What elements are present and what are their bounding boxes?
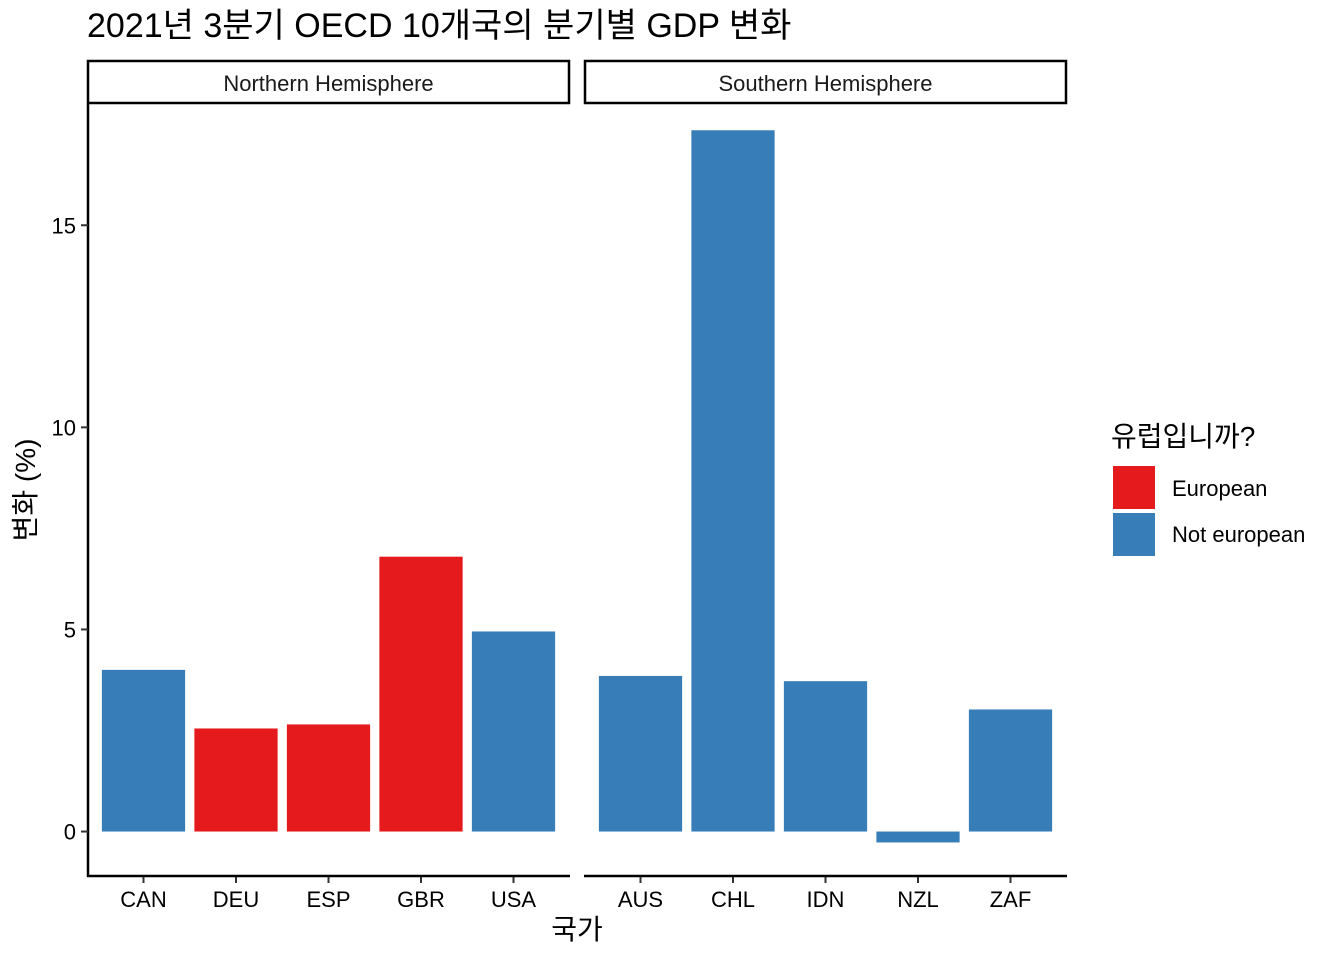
y-tick-label: 10	[52, 415, 76, 440]
legend-label-not-european: Not european	[1172, 522, 1305, 547]
legend-key-european	[1113, 466, 1155, 509]
bar-zaf	[968, 709, 1053, 832]
x-tick-label-zaf: ZAF	[990, 887, 1032, 912]
legend: 유럽입니까? European Not european	[1111, 421, 1305, 556]
facet-strip	[583, 59, 1068, 105]
panel-southern-hemisphere: Southern Hemisphere AUS CHL IDN NZL ZAF	[583, 59, 1068, 912]
y-tick-label: 0	[64, 820, 76, 845]
x-tick-label-chl: CHL	[711, 887, 755, 912]
x-tick-label-can: CAN	[120, 887, 166, 912]
y-axis-title: 변화 (%)	[10, 439, 41, 542]
bar-chl	[691, 130, 775, 832]
panels: Northern Hemisphere CAN DEU ESP GBR USA Southe…	[86, 59, 1068, 912]
y-tick-label: 15	[52, 213, 76, 238]
bar-aus	[598, 675, 683, 832]
facet-strip-label: Northern Hemisphere	[223, 71, 433, 96]
bar-deu	[194, 728, 278, 832]
panel-northern-hemisphere: Northern Hemisphere CAN DEU ESP GBR USA	[86, 59, 571, 912]
x-tick-label-aus: AUS	[618, 887, 663, 912]
x-tick-label-deu: DEU	[213, 887, 259, 912]
x-axis-title: 국가	[551, 914, 603, 945]
legend-label-european: European	[1172, 476, 1267, 501]
y-tick-label: 5	[64, 617, 76, 642]
bar-usa	[471, 631, 556, 832]
x-tick-label-usa: USA	[491, 887, 537, 912]
bar-can	[101, 669, 186, 832]
bar-gbr	[379, 556, 463, 832]
x-tick-label-gbr: GBR	[397, 887, 445, 912]
chart-title: 2021년 3분기 OECD 10개국의 분기별 GDP 변화	[87, 7, 791, 45]
y-axis: 0 5 10 15	[52, 104, 90, 877]
facet-strip-label: Southern Hemisphere	[718, 71, 932, 96]
legend-key-not-european	[1113, 513, 1155, 556]
bar-esp	[286, 724, 371, 832]
facet-strip	[86, 59, 571, 105]
legend-title: 유럽입니까?	[1111, 421, 1255, 452]
bar-idn	[783, 681, 868, 832]
x-tick-label-esp: ESP	[306, 887, 350, 912]
x-tick-label-nzl: NZL	[897, 887, 939, 912]
bar-nzl	[876, 831, 960, 843]
x-tick-label-idn: IDN	[807, 887, 845, 912]
